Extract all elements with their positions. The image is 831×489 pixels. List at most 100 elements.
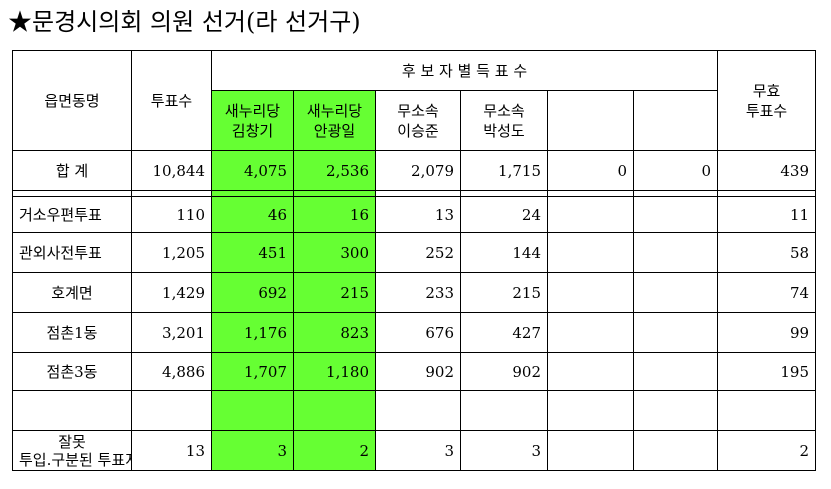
row-c4: 215: [460, 272, 548, 313]
row-c3: 233: [375, 272, 461, 313]
row-c5: [547, 352, 634, 391]
candidate-header-3: 무소속 이승준: [375, 90, 461, 151]
row-label: 점촌1동: [12, 312, 132, 353]
row-invalid: [717, 390, 817, 431]
row-label-line2: 투입.구분된 투표지: [19, 450, 132, 469]
header-row-1: 읍면동명 투표수 후 보 자 별 득 표 수 무효 투표수: [12, 50, 817, 151]
row-c3: 676: [375, 312, 461, 353]
row-c2: 1,180: [293, 352, 376, 391]
row-invalid: 195: [717, 352, 817, 391]
row-label: [12, 390, 132, 431]
candidate-party: 무소속: [397, 101, 439, 120]
row-votes: [131, 390, 212, 431]
candidate-header-1: 새누리당 김창기: [211, 90, 294, 151]
row-c6: [632, 196, 719, 233]
row-votes: 110: [131, 196, 212, 233]
candidate-party: 새누리당: [224, 101, 281, 120]
header-votes: 투표수: [131, 50, 212, 151]
election-results-table: 읍면동명 투표수 후 보 자 별 득 표 수 무효 투표수 새누리당 김창기 새…: [12, 50, 817, 471]
page-title: ★문경시의회 의원 선거(라 선거구): [8, 8, 361, 36]
candidate-header-5: [547, 90, 634, 151]
row-invalid: 11: [717, 196, 817, 233]
total-label: 합 계: [12, 150, 132, 191]
header-invalid-votes: 무효 투표수: [717, 50, 817, 151]
row-label: 호계면: [12, 272, 132, 313]
table-row: 점촌3동 4,886 1,707 1,180 902 902 195: [12, 352, 817, 391]
row-c4: [460, 390, 548, 431]
total-c6: 0: [632, 150, 719, 191]
row-c2: 215: [293, 272, 376, 313]
row-c3: [375, 390, 461, 431]
header-invalid-line1: 무효: [752, 81, 781, 100]
row-c6: [632, 430, 719, 471]
row-label: 잘못 투입.구분된 투표지: [12, 430, 132, 471]
row-c5: [547, 430, 634, 471]
candidate-name: 박성도: [483, 121, 525, 140]
row-c2: 823: [293, 312, 376, 353]
row-c6: [632, 352, 719, 391]
row-label-line1: 잘못: [58, 432, 86, 451]
row-votes: 4,886: [131, 352, 212, 391]
row-c1: 1,707: [211, 352, 294, 391]
row-invalid: 58: [717, 232, 817, 273]
candidate-header-4: 무소속 박성도: [460, 90, 548, 151]
row-votes: 13: [131, 430, 212, 471]
candidate-name: 김창기: [231, 121, 274, 140]
row-votes: 1,205: [131, 232, 212, 273]
row-label: 거소우편투표: [12, 196, 132, 233]
misplaced-ballots-row: 잘못 투입.구분된 투표지 13 3 2 3 3 2: [12, 430, 817, 471]
row-c5: [547, 196, 634, 233]
candidate-party: 새누리당: [306, 101, 363, 120]
row-c4: 24: [460, 196, 548, 233]
row-votes: 1,429: [131, 272, 212, 313]
row-invalid: 99: [717, 312, 817, 353]
row-c4: 427: [460, 312, 548, 353]
row-c5: [547, 390, 634, 431]
row-c2: [293, 390, 376, 431]
row-c1: 1,176: [211, 312, 294, 353]
header-region: 읍면동명: [12, 50, 132, 151]
total-invalid: 439: [717, 150, 817, 191]
table-row: [12, 390, 817, 431]
row-c4: 3: [460, 430, 548, 471]
row-label: 관외사전투표: [12, 232, 132, 273]
row-invalid: 74: [717, 272, 817, 313]
row-c6: [632, 312, 719, 353]
row-c1: 692: [211, 272, 294, 313]
total-c1: 4,075: [211, 150, 294, 191]
row-c3: 13: [375, 196, 461, 233]
row-c4: 144: [460, 232, 548, 273]
row-c4: 902: [460, 352, 548, 391]
row-c5: [547, 232, 634, 273]
total-c3: 2,079: [375, 150, 461, 191]
candidate-name: 이승준: [397, 121, 439, 140]
table-row: 호계면 1,429 692 215 233 215 74: [12, 272, 817, 313]
total-row: 합 계 10,844 4,075 2,536 2,079 1,715 0 0 4…: [12, 150, 817, 191]
row-c1: 451: [211, 232, 294, 273]
row-c2: 16: [293, 196, 376, 233]
header-candidates-group: 후 보 자 별 득 표 수: [210, 50, 719, 91]
row-c1: [211, 390, 294, 431]
candidate-header-2: 새누리당 안광일: [293, 90, 376, 151]
row-c1: 3: [211, 430, 294, 471]
row-votes: 3,201: [131, 312, 212, 353]
row-c3: 252: [375, 232, 461, 273]
header-invalid-line2: 투표수: [745, 101, 788, 120]
total-votes: 10,844: [131, 150, 212, 191]
row-c6: [632, 232, 719, 273]
row-c3: 3: [375, 430, 461, 471]
total-c2: 2,536: [293, 150, 376, 191]
total-c4: 1,715: [460, 150, 548, 191]
row-c6: [632, 390, 719, 431]
row-c5: [547, 312, 634, 353]
candidate-party: 무소속: [483, 101, 525, 120]
row-c1: 46: [211, 196, 294, 233]
table-row: 점촌1동 3,201 1,176 823 676 427 99: [12, 312, 817, 353]
row-c2: 2: [293, 430, 376, 471]
candidate-header-6: [632, 90, 719, 151]
header-row-2: 새누리당 김창기 새누리당 안광일 무소속 이승준 무소속 박성도: [13, 90, 816, 151]
row-label: 점촌3동: [12, 352, 132, 391]
row-c6: [632, 272, 719, 313]
candidate-name: 안광일: [313, 121, 356, 140]
total-c5: 0: [547, 150, 634, 191]
